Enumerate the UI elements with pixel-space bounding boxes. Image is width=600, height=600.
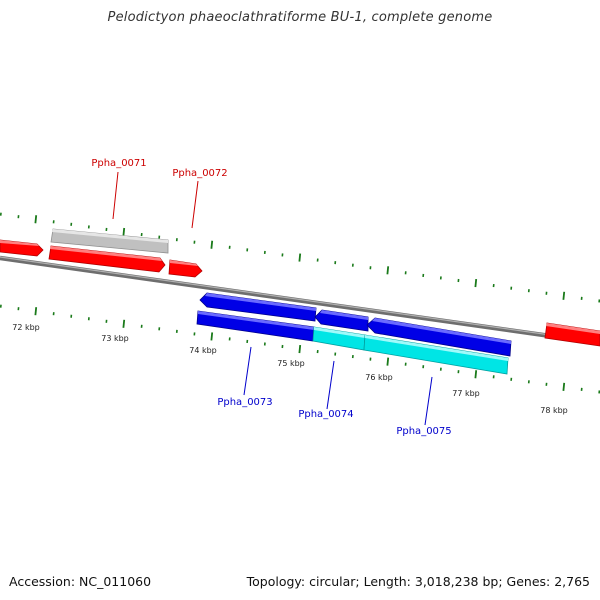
inner-tick-major: [386, 357, 390, 366]
label-Ppha_0073[interactable]: Ppha_0073: [217, 397, 272, 408]
inner-tick-major: [122, 319, 126, 328]
label-Ppha_0071[interactable]: Ppha_0071: [91, 158, 146, 169]
gene-Ppha_0073[interactable]: [199, 292, 317, 322]
genome-backbone: [0, 255, 600, 346]
outer-tick-major: [34, 215, 38, 224]
outer-tick-major: [298, 253, 302, 262]
leader-Ppha_0072: [191, 180, 199, 229]
topology-text: Topology: circular; Length: 3,018,238 bp…: [246, 574, 590, 589]
gene-Ppha_0075-rna[interactable]: [363, 334, 509, 375]
inner-tick-major: [210, 332, 214, 341]
inner-tick-major: [34, 307, 38, 316]
outer-tick-major: [562, 291, 566, 300]
scale-label-74kbp: 74 kbp: [189, 346, 217, 355]
leader-Ppha_0071: [112, 171, 119, 220]
gene-Ppha_0072[interactable]: [168, 259, 203, 278]
scale-label-72kbp: 72 kbp: [12, 323, 40, 332]
genome-backbone-highlight: [0, 256, 600, 343]
gene-right-partial[interactable]: [544, 322, 600, 347]
gene-Ppha_0075[interactable]: [366, 317, 512, 357]
outer-tick-major: [210, 240, 214, 249]
inner-tick-major: [562, 382, 566, 391]
label-Ppha_0074[interactable]: Ppha_0074: [298, 409, 353, 420]
forward-strand-tick-row: [0, 212, 600, 303]
gene-Ppha_0074-rna[interactable]: [312, 326, 366, 351]
leader-Ppha_0074: [326, 360, 335, 410]
outer-tick-major: [386, 266, 390, 275]
outer-tick-major: [122, 227, 126, 237]
genome-title: Pelodictyon phaeoclathratiforme BU-1, co…: [107, 10, 493, 25]
inner-tick-major: [474, 370, 478, 379]
scale-label-78kbp: 78 kbp: [540, 406, 568, 415]
gene-Ppha_0071-pseudo[interactable]: [50, 228, 169, 254]
label-Ppha_0072[interactable]: Ppha_0072: [172, 168, 227, 179]
outer-tick-major: [474, 278, 478, 288]
scale-label-76kbp: 76 kbp: [365, 373, 393, 382]
scale-label-73kbp: 73 kbp: [101, 334, 129, 343]
scale-label-77kbp: 77 kbp: [452, 389, 480, 398]
accession-text: Accession: NC_011060: [9, 574, 152, 589]
leader-Ppha_0075: [424, 376, 433, 426]
gene-left-partial[interactable]: [0, 239, 44, 257]
inner-tick-major: [298, 344, 302, 354]
gene-Ppha_0074[interactable]: [314, 309, 369, 332]
scale-label-75kbp: 75 kbp: [277, 359, 305, 368]
label-Ppha_0075[interactable]: Ppha_0075: [396, 426, 451, 437]
gene-Ppha_0071[interactable]: [48, 245, 166, 273]
reverse-strand-tick-row: [0, 304, 600, 394]
leader-Ppha_0073: [243, 346, 252, 396]
